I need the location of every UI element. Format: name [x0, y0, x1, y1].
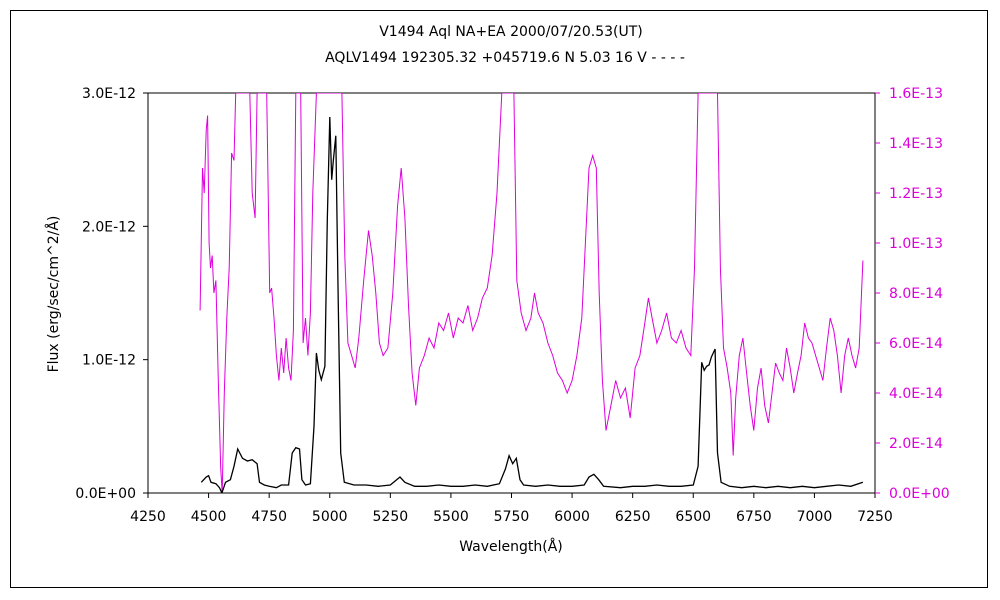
chart-title: V1494 Aql NA+EA 2000/07/20.53(UT) [379, 24, 643, 40]
y-tick-label: 0.0E+00 [75, 486, 136, 502]
y2-tick-label: 0.0E+00 [889, 486, 950, 502]
y2-tick-label: 8.0E-14 [889, 286, 943, 302]
plot-area [147, 92, 876, 494]
x-tick-label: 5250 [373, 509, 409, 525]
x-tick-label: 6750 [736, 509, 772, 525]
series-layer [199, 93, 864, 493]
y-tick-label: 1.0E-12 [82, 353, 136, 369]
y-axis-right: 0.0E+00 2.0E-14 4.0E-14 6.0E-14 8.0E-14 1.0E-… [875, 86, 950, 502]
y-axis-left: 0.0E+00 1.0E-12 2.0E-12 3.0E-12 [75, 86, 148, 502]
series-line-left-axis [200, 116, 864, 493]
y2-tick-label: 1.0E-13 [889, 236, 943, 252]
y2-tick-label: 1.6E-13 [889, 86, 943, 102]
chart-frame [10, 10, 988, 588]
x-tick-label: 5000 [312, 509, 348, 525]
x-tick-label: 4750 [251, 509, 287, 525]
y-tick-label: 2.0E-12 [82, 219, 136, 235]
x-tick-label: 7250 [857, 509, 893, 525]
x-tick-label: 6500 [675, 509, 711, 525]
x-tick-label: 6000 [554, 509, 590, 525]
y2-tick-label: 6.0E-14 [889, 336, 943, 352]
y-axis-label: Flux (erg/sec/cm^2/Å) [45, 216, 62, 373]
x-tick-label: 6250 [615, 509, 651, 525]
x-tick-label: 4250 [130, 509, 166, 525]
y2-tick-label: 2.0E-14 [889, 436, 943, 452]
y2-tick-label: 1.2E-13 [889, 186, 943, 202]
y2-tick-label: 1.4E-13 [889, 136, 943, 152]
y-tick-label: 3.0E-12 [82, 86, 136, 102]
x-tick-label: 5500 [433, 509, 469, 525]
chart-subtitle: AQLV1494 192305.32 +045719.6 N 5.03 16 V… [325, 50, 685, 66]
x-axis: 4250 4500 4750 5000 5250 5500 5750 6000 6250 6500… [130, 493, 893, 525]
x-axis-label: Wavelength(Å) [459, 538, 563, 555]
x-tick-label: 5750 [494, 509, 530, 525]
series-line-right-axis [199, 93, 864, 493]
x-tick-label: 7000 [797, 509, 833, 525]
x-tick-label: 4500 [191, 509, 227, 525]
y2-tick-label: 4.0E-14 [889, 386, 943, 402]
